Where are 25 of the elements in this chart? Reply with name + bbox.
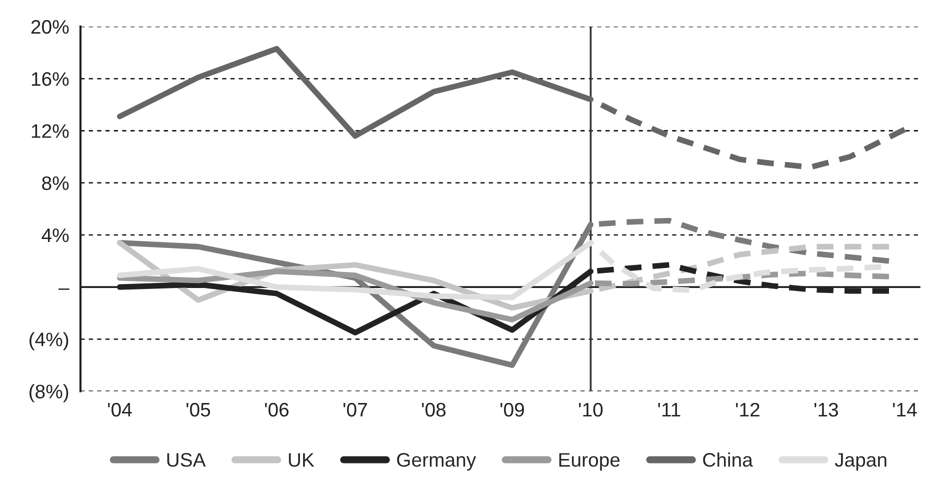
y-tick-label: 8% <box>42 176 69 190</box>
x-tick-label: '14 <box>892 403 917 416</box>
x-tick-label: '09 <box>500 402 524 417</box>
y-tick-label: (8%) <box>30 384 68 402</box>
y-tick-label: (4%) <box>30 332 68 350</box>
x-tick-label: '13 <box>814 402 838 417</box>
y-tick-label: – <box>58 288 70 290</box>
y-tick-label: 12% <box>32 124 69 138</box>
legend-label: Germany <box>397 453 476 471</box>
y-tick-label: 20% <box>31 20 69 34</box>
legend-label: Japan <box>834 453 886 471</box>
x-tick-label: '07 <box>344 402 367 417</box>
y-tick-label: 16% <box>32 72 69 86</box>
x-tick-label: '04 <box>108 402 132 417</box>
legend-label: Europe <box>559 453 620 471</box>
legend-label: USA <box>167 453 206 467</box>
x-tick-label: '05 <box>186 402 210 417</box>
x-tick-label: '12 <box>736 402 760 416</box>
x-tick-label: '08 <box>422 402 446 417</box>
legend-label: UK <box>288 453 314 467</box>
x-tick-label: '06 <box>265 402 289 417</box>
legend-label: China <box>703 452 753 467</box>
y-tick-label: 4% <box>42 228 69 242</box>
x-tick-label: '11 <box>658 403 680 416</box>
x-tick-label: '10 <box>579 402 603 417</box>
